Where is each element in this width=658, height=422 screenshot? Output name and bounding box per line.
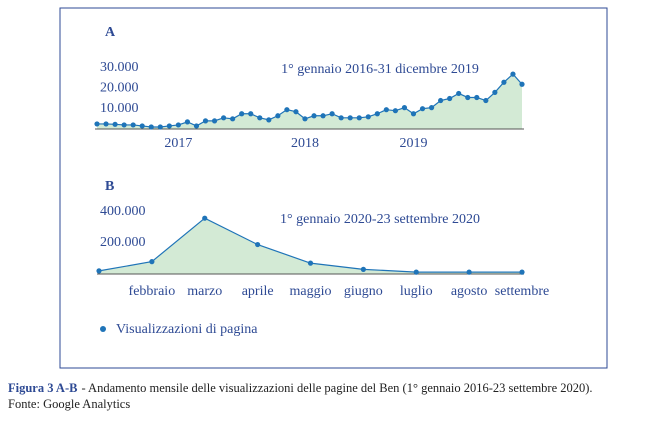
annotation: 1° gennaio 2020-23 settembre 2020 bbox=[280, 212, 480, 227]
point bbox=[121, 122, 127, 128]
point bbox=[410, 111, 417, 117]
point bbox=[356, 115, 362, 121]
x-tick-label: aprile bbox=[242, 284, 274, 299]
point bbox=[365, 114, 371, 120]
y-tick-label: 10.000 bbox=[100, 101, 139, 116]
point bbox=[166, 123, 172, 129]
point bbox=[239, 111, 245, 117]
area bbox=[99, 218, 522, 274]
figure: A 1° gennaio 2016-31 dicembre 2019 10.000 2… bbox=[59, 7, 608, 369]
caption-line: Figura 3 A-B - Andamento mensile delle vi… bbox=[8, 380, 656, 396]
legend-marker bbox=[100, 326, 106, 332]
point bbox=[293, 109, 299, 115]
point bbox=[211, 118, 218, 124]
point bbox=[519, 81, 525, 87]
x-tick-label: marzo bbox=[187, 284, 222, 299]
point bbox=[519, 269, 525, 275]
x-tick-label: 2018 bbox=[291, 136, 319, 151]
point bbox=[157, 124, 163, 130]
point bbox=[456, 90, 462, 97]
point bbox=[275, 113, 281, 119]
point bbox=[347, 115, 353, 121]
point bbox=[492, 89, 498, 95]
point bbox=[329, 111, 335, 117]
point bbox=[302, 116, 308, 122]
x-tick-label: giugno bbox=[344, 284, 383, 299]
point bbox=[320, 113, 326, 119]
x-tick-label: luglio bbox=[400, 284, 433, 299]
frame bbox=[59, 7, 608, 369]
y-tick-label: 400.000 bbox=[100, 204, 146, 219]
point bbox=[438, 97, 444, 104]
point bbox=[501, 79, 507, 85]
point bbox=[401, 105, 408, 111]
point bbox=[419, 106, 426, 112]
point bbox=[257, 115, 263, 121]
y-tick-label: 20.000 bbox=[100, 81, 139, 96]
point bbox=[413, 269, 419, 275]
point bbox=[428, 105, 435, 111]
point bbox=[193, 123, 200, 129]
point bbox=[184, 119, 191, 125]
point bbox=[483, 97, 489, 104]
x-tick-label: 2019 bbox=[399, 136, 427, 151]
point bbox=[130, 122, 136, 128]
point bbox=[465, 94, 471, 101]
caption-source: Fonte: Google Analytics bbox=[8, 397, 131, 411]
x-tick-label: maggio bbox=[290, 284, 332, 299]
point bbox=[466, 269, 472, 275]
point bbox=[447, 95, 453, 102]
point bbox=[474, 94, 480, 101]
point bbox=[202, 118, 209, 124]
legend-label: Visualizzazioni di pagina bbox=[116, 322, 258, 337]
caption-label: Figura 3 A-B bbox=[8, 381, 78, 395]
x-tick-label: agosto bbox=[451, 284, 488, 299]
point bbox=[230, 116, 236, 122]
point bbox=[94, 121, 100, 127]
y-tick-label: 30.000 bbox=[100, 60, 139, 75]
point bbox=[139, 123, 145, 129]
point bbox=[266, 117, 272, 123]
point bbox=[311, 113, 317, 119]
point bbox=[149, 259, 155, 265]
point bbox=[284, 107, 290, 113]
point bbox=[96, 268, 102, 274]
point bbox=[383, 107, 389, 113]
x-tick-label: 2017 bbox=[164, 136, 192, 151]
point bbox=[103, 121, 109, 127]
caption: Figura 3 A-B - Andamento mensile delle vi… bbox=[8, 380, 656, 412]
point bbox=[112, 121, 118, 127]
point bbox=[374, 111, 380, 117]
chart-title: B bbox=[105, 179, 114, 194]
annotation: 1° gennaio 2016-31 dicembre 2019 bbox=[281, 62, 479, 77]
x-tick-label: settembre bbox=[495, 284, 549, 299]
point bbox=[392, 108, 399, 114]
chart-title: A bbox=[105, 25, 116, 40]
caption-text: - Andamento mensile delle visualizzazion… bbox=[81, 381, 593, 395]
point bbox=[255, 241, 261, 248]
point bbox=[202, 215, 208, 221]
area bbox=[97, 74, 522, 129]
point bbox=[175, 122, 181, 128]
x-tick-label: febbraio bbox=[129, 284, 176, 299]
point bbox=[148, 124, 154, 130]
point bbox=[307, 260, 314, 266]
y-tick-label: 200.000 bbox=[100, 235, 146, 250]
point bbox=[510, 71, 516, 77]
point bbox=[248, 111, 254, 117]
point bbox=[360, 266, 366, 272]
point bbox=[220, 115, 227, 121]
point bbox=[338, 115, 344, 121]
